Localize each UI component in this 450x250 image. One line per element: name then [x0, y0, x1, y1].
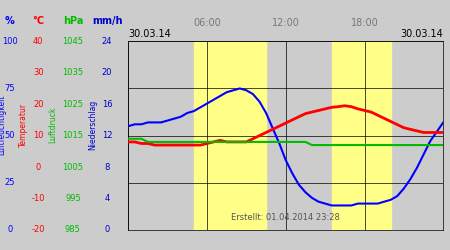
Text: 24: 24 [102, 37, 112, 46]
Text: 1035: 1035 [63, 68, 83, 77]
Text: 30.03.14: 30.03.14 [400, 29, 443, 39]
Text: 0: 0 [104, 226, 110, 234]
Text: mm/h: mm/h [92, 16, 122, 26]
Text: 4: 4 [104, 194, 110, 203]
Text: Erstellt: 01.04.2014 23:28: Erstellt: 01.04.2014 23:28 [231, 214, 340, 222]
Text: Niederschlag: Niederschlag [88, 100, 97, 150]
Text: Temperatur: Temperatur [19, 103, 28, 147]
Text: 0: 0 [36, 162, 41, 172]
Text: 30.03.14: 30.03.14 [128, 29, 171, 39]
Text: 50: 50 [4, 131, 15, 140]
Text: 25: 25 [4, 178, 15, 187]
Text: 10: 10 [33, 131, 44, 140]
Text: 1025: 1025 [63, 100, 83, 109]
Text: %: % [5, 16, 15, 26]
Bar [194, 41, 266, 230]
Text: -10: -10 [32, 194, 45, 203]
Text: Luftdruck: Luftdruck [49, 107, 58, 143]
Text: °C: °C [32, 16, 44, 26]
Text: -20: -20 [32, 226, 45, 234]
Text: hPa: hPa [63, 16, 83, 26]
Text: 40: 40 [33, 37, 44, 46]
Text: 1015: 1015 [63, 131, 83, 140]
Text: 18:00: 18:00 [351, 18, 378, 28]
Text: 8: 8 [104, 162, 110, 172]
Text: 75: 75 [4, 84, 15, 93]
Text: 100: 100 [2, 37, 18, 46]
Text: 1005: 1005 [63, 162, 83, 172]
Text: 12: 12 [102, 131, 112, 140]
Text: 20: 20 [33, 100, 44, 109]
Text: 30: 30 [33, 68, 44, 77]
Text: 995: 995 [65, 194, 81, 203]
Text: 12:00: 12:00 [272, 18, 300, 28]
Text: Luftfeuchtigkeit: Luftfeuchtigkeit [0, 95, 6, 155]
Text: 20: 20 [102, 68, 112, 77]
Text: 06:00: 06:00 [193, 18, 221, 28]
Text: 985: 985 [65, 226, 81, 234]
Text: 16: 16 [102, 100, 112, 109]
Bar [332, 41, 391, 230]
Text: 1045: 1045 [63, 37, 83, 46]
Text: 0: 0 [7, 226, 13, 234]
